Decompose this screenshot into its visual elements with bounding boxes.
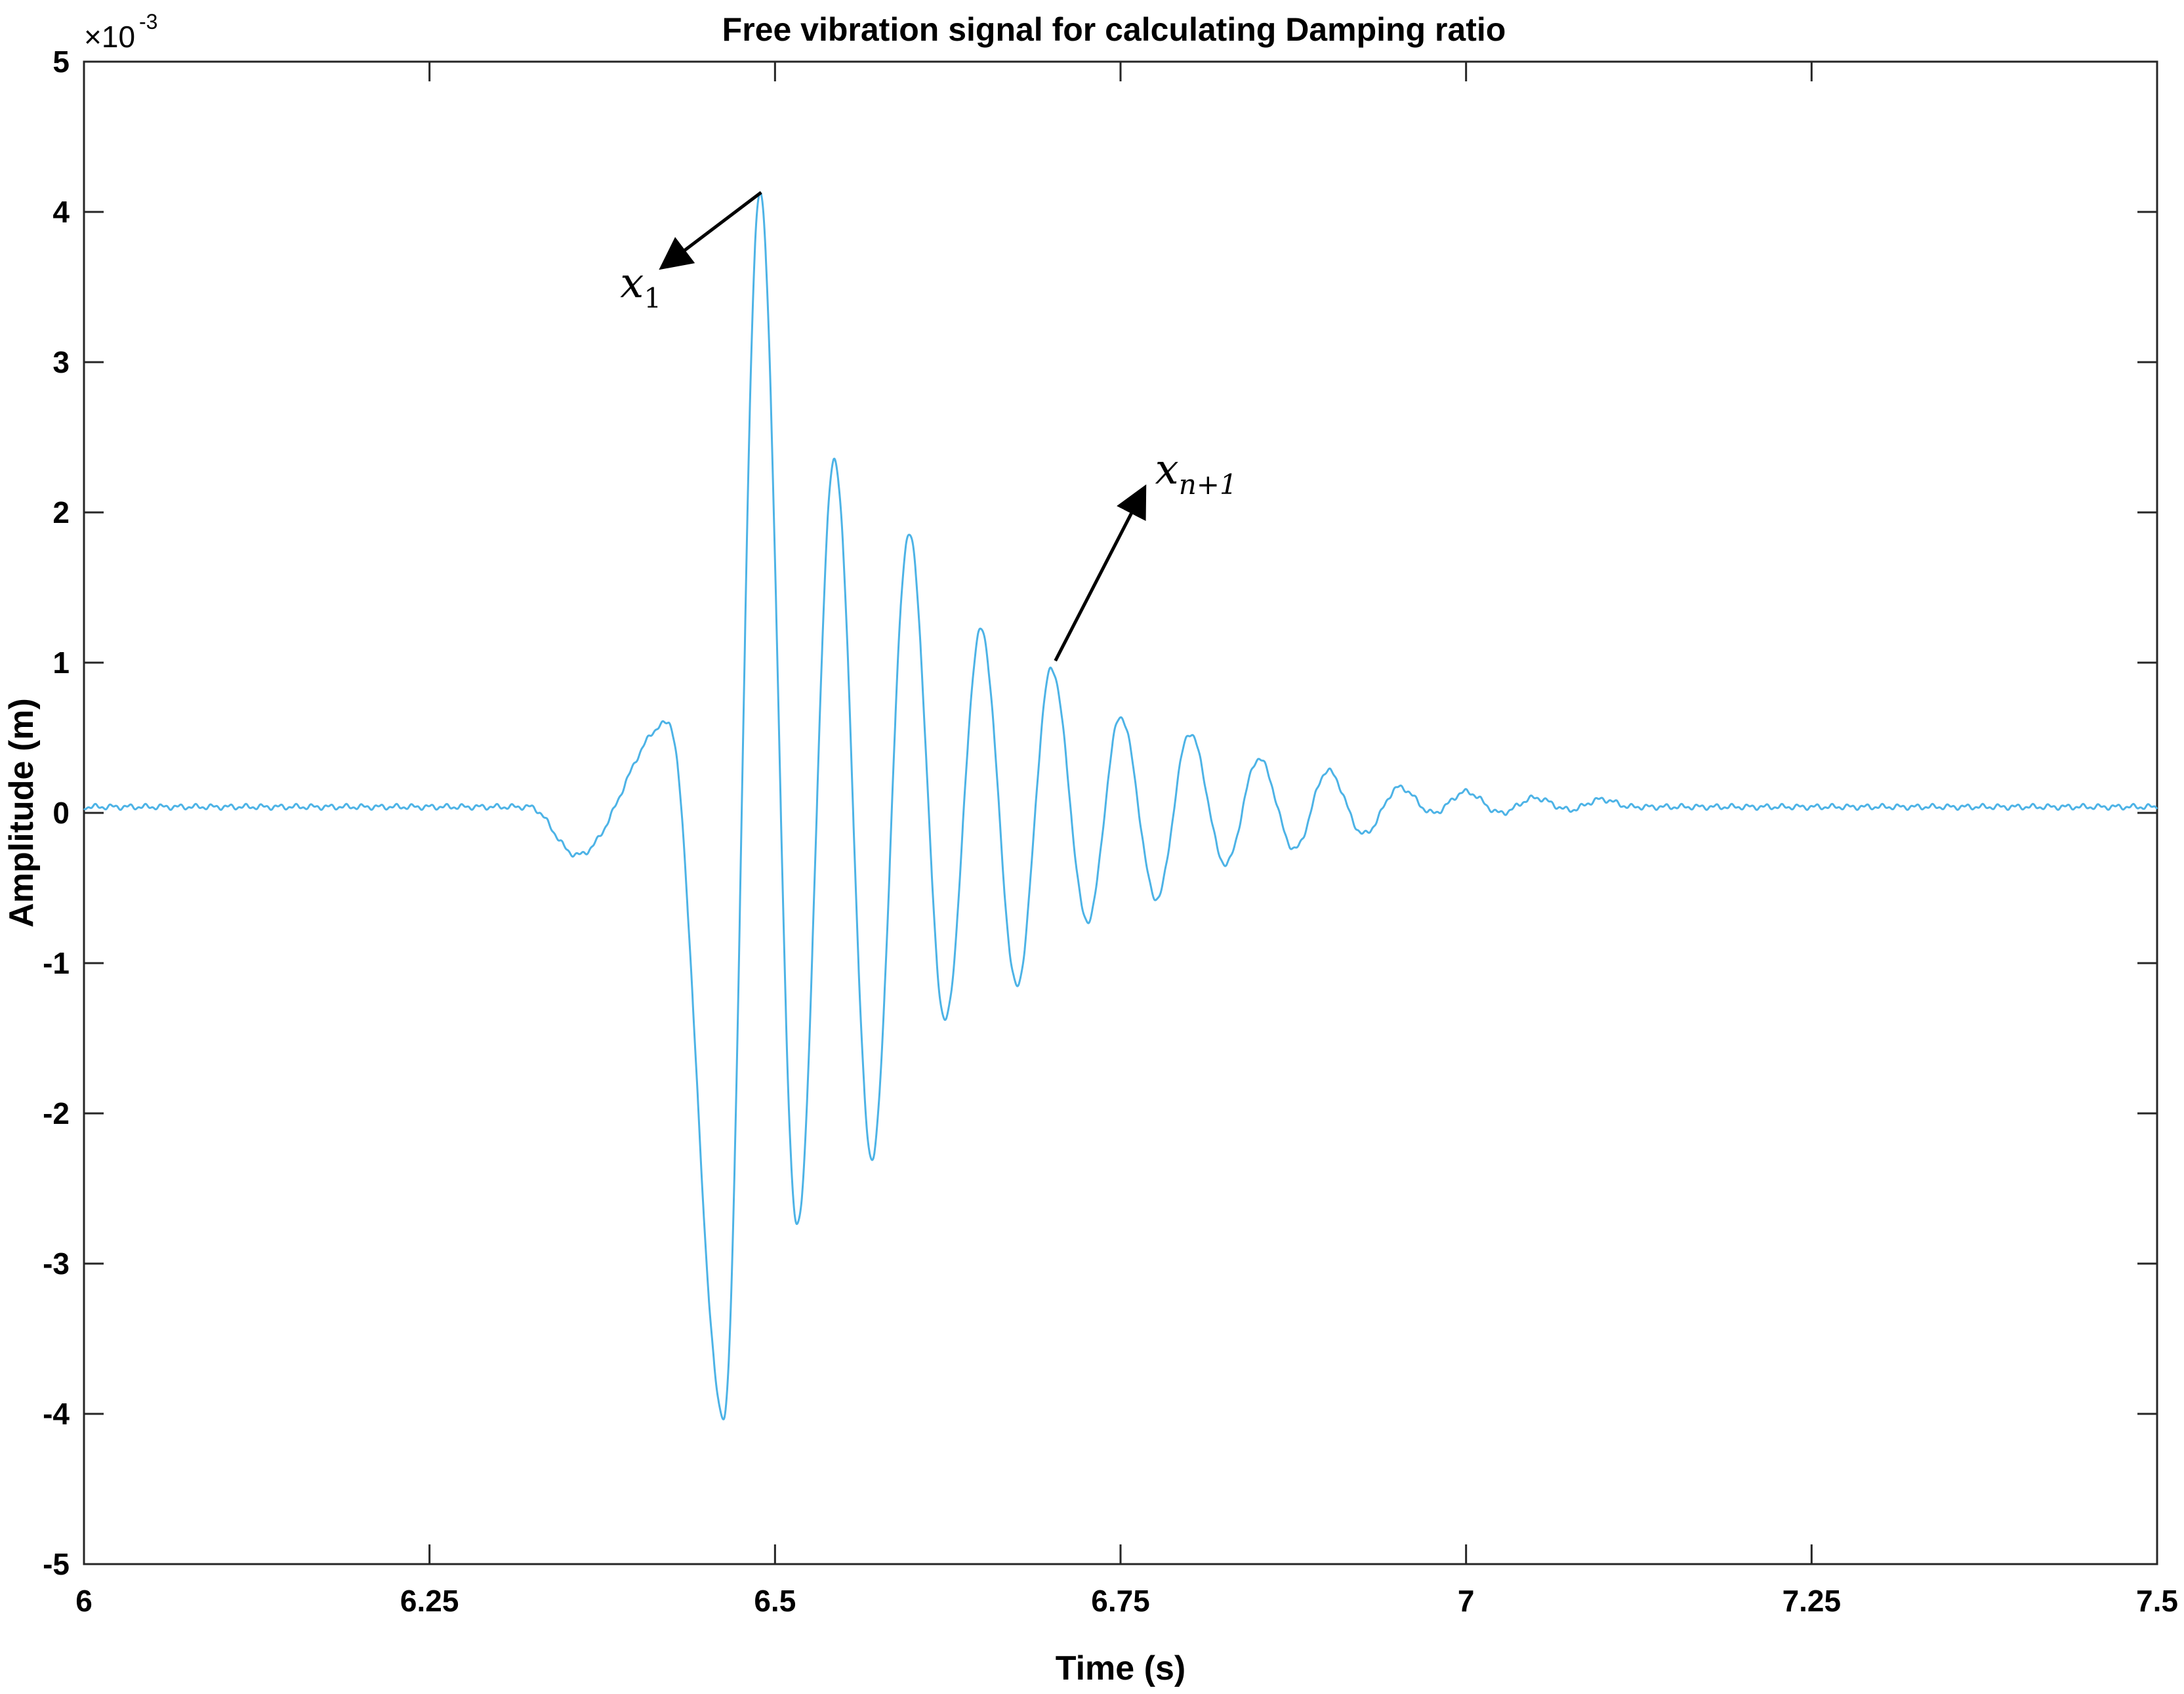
x-tick-label: 7 xyxy=(1458,1584,1475,1618)
y-multiplier: ×10 -3 xyxy=(84,10,157,54)
chart-title: Free vibration signal for calculating Da… xyxy=(722,11,1506,48)
y-tick-label: -5 xyxy=(43,1547,70,1581)
y-multiplier-base: ×10 xyxy=(84,20,135,54)
peak-annotations: x1 xn+1 xyxy=(620,191,1237,662)
y-tick-label: 3 xyxy=(52,345,70,379)
x-tick-label: 6 xyxy=(75,1584,93,1618)
y-tick-label: -2 xyxy=(43,1096,70,1130)
annotation-label-x1: x1 xyxy=(620,259,661,314)
x-tick-label: 6.25 xyxy=(400,1584,459,1618)
x-tick-label: 6.5 xyxy=(754,1584,796,1618)
x-tick-label: 6.75 xyxy=(1091,1584,1150,1618)
annotation-arrow-xn1 xyxy=(1054,484,1147,662)
plot-area-frame xyxy=(83,60,2158,1565)
y-tick-label: 1 xyxy=(52,646,70,680)
y-multiplier-exponent: -3 xyxy=(139,10,157,33)
y-axis-label: Amplitude (m) xyxy=(3,698,41,928)
x-axis-ticks: 6 6.25 6.5 6.75 7 7.25 7.5 xyxy=(75,62,2178,1618)
x-tick-label: 7.25 xyxy=(1782,1584,1842,1618)
y-tick-label: -3 xyxy=(43,1247,70,1281)
y-tick-label: 0 xyxy=(52,796,70,830)
series-line-amplitude xyxy=(83,192,2158,1420)
y-tick-label: -4 xyxy=(43,1397,70,1431)
annotation-label-xn1: xn+1 xyxy=(1155,445,1237,501)
y-tick-label: 4 xyxy=(52,195,70,229)
y-tick-label: 2 xyxy=(52,495,70,529)
x-axis-label: Time (s) xyxy=(1056,1649,1185,1687)
y-tick-label: -1 xyxy=(43,946,70,980)
y-axis-ticks: 5 4 3 2 1 0 -1 -2 -3 -4 -5 xyxy=(43,45,2157,1581)
annotation-arrow-x1 xyxy=(659,191,762,270)
x-tick-label: 7.5 xyxy=(2136,1584,2178,1618)
y-tick-label: 5 xyxy=(52,45,70,79)
